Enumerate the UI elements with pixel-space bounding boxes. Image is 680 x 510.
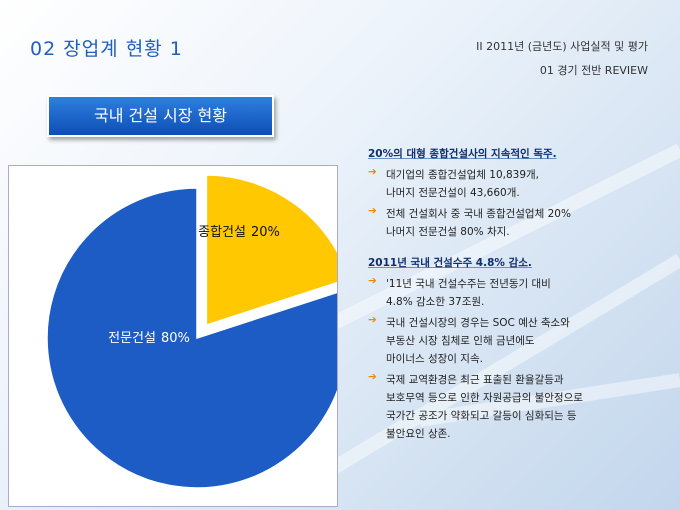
note-heading: 2011년 국내 건설수주 4.8% 감소. xyxy=(368,257,532,269)
note-section: 20%의 대형 종합건설사의 지속적인 독주. 대기업의 종합건설업체 10,83… xyxy=(368,146,668,241)
note-line: 나머지 전문건설이 43,660개. xyxy=(386,187,520,199)
note-item: 전체 건설회사 중 국내 종합건설업체 20% 나머지 전문건설 80% 차지. xyxy=(368,205,668,241)
note-section: 2011년 국내 건설수주 4.8% 감소. '11년 국내 건설수주는 전년동기… xyxy=(368,255,668,443)
slice-value: 80% xyxy=(161,331,190,346)
note-line: 불안요인 상존. xyxy=(386,428,451,440)
note-line: 국제 교역환경은 최근 표출된 환율갈등과 xyxy=(386,374,564,386)
note-line: 마이너스 성장이 지속. xyxy=(386,353,483,365)
note-line: 대기업의 종합건설업체 10,839개, xyxy=(386,169,540,181)
note-line: 전체 건설회사 중 국내 종합건설업체 20% xyxy=(386,208,571,220)
note-line: 국가간 공조가 약화되고 갈등이 심화되는 등 xyxy=(386,410,577,422)
note-line: 나머지 전문건설 80% 차지. xyxy=(386,226,510,238)
note-line: 보호무역 등으로 인한 자원공급의 불안정으로 xyxy=(386,392,583,404)
chart-heading: 국내 건설 시장 현황 xyxy=(47,95,274,137)
note-line: 국내 건설시장의 경우는 SOC 예산 축소와 xyxy=(386,317,570,329)
note-line: '11년 국내 건설수주는 전년동기 대비 xyxy=(386,278,551,290)
slide-title: 02 장업계 현황 1 xyxy=(30,38,183,60)
slice-value: 20% xyxy=(251,225,280,240)
slice-label: 전문건설 80% xyxy=(108,331,190,346)
slice-category: 전문건설 xyxy=(108,331,156,346)
slice-category: 종합건설 xyxy=(198,225,246,240)
note-item: 대기업의 종합건설업체 10,839개, 나머지 전문건설이 43,660개. xyxy=(368,166,668,202)
subsection-label: 01 경기 전반 REVIEW xyxy=(539,64,648,77)
note-line: 4.8% 감소한 37조원. xyxy=(386,296,485,308)
section-label: II 2011년 (금년도) 사업실적 및 평가 xyxy=(476,40,648,53)
chart-frame: 종합건설 20% 전문건설 80% xyxy=(8,165,351,507)
pie-slice xyxy=(46,187,348,489)
note-heading: 20%의 대형 종합건설사의 지속적인 독주. xyxy=(368,148,557,160)
note-line: 부동산 시장 침체로 인해 금년에도 xyxy=(386,335,535,347)
notes: 20%의 대형 종합건설사의 지속적인 독주. 대기업의 종합건설업체 10,83… xyxy=(368,146,668,457)
slice-label: 종합건설 20% xyxy=(198,225,280,240)
chart: 종합건설 20% 전문건설 80% xyxy=(46,174,351,489)
note-item: '11년 국내 건설수주는 전년동기 대비 4.8% 감소한 37조원. xyxy=(368,275,668,311)
